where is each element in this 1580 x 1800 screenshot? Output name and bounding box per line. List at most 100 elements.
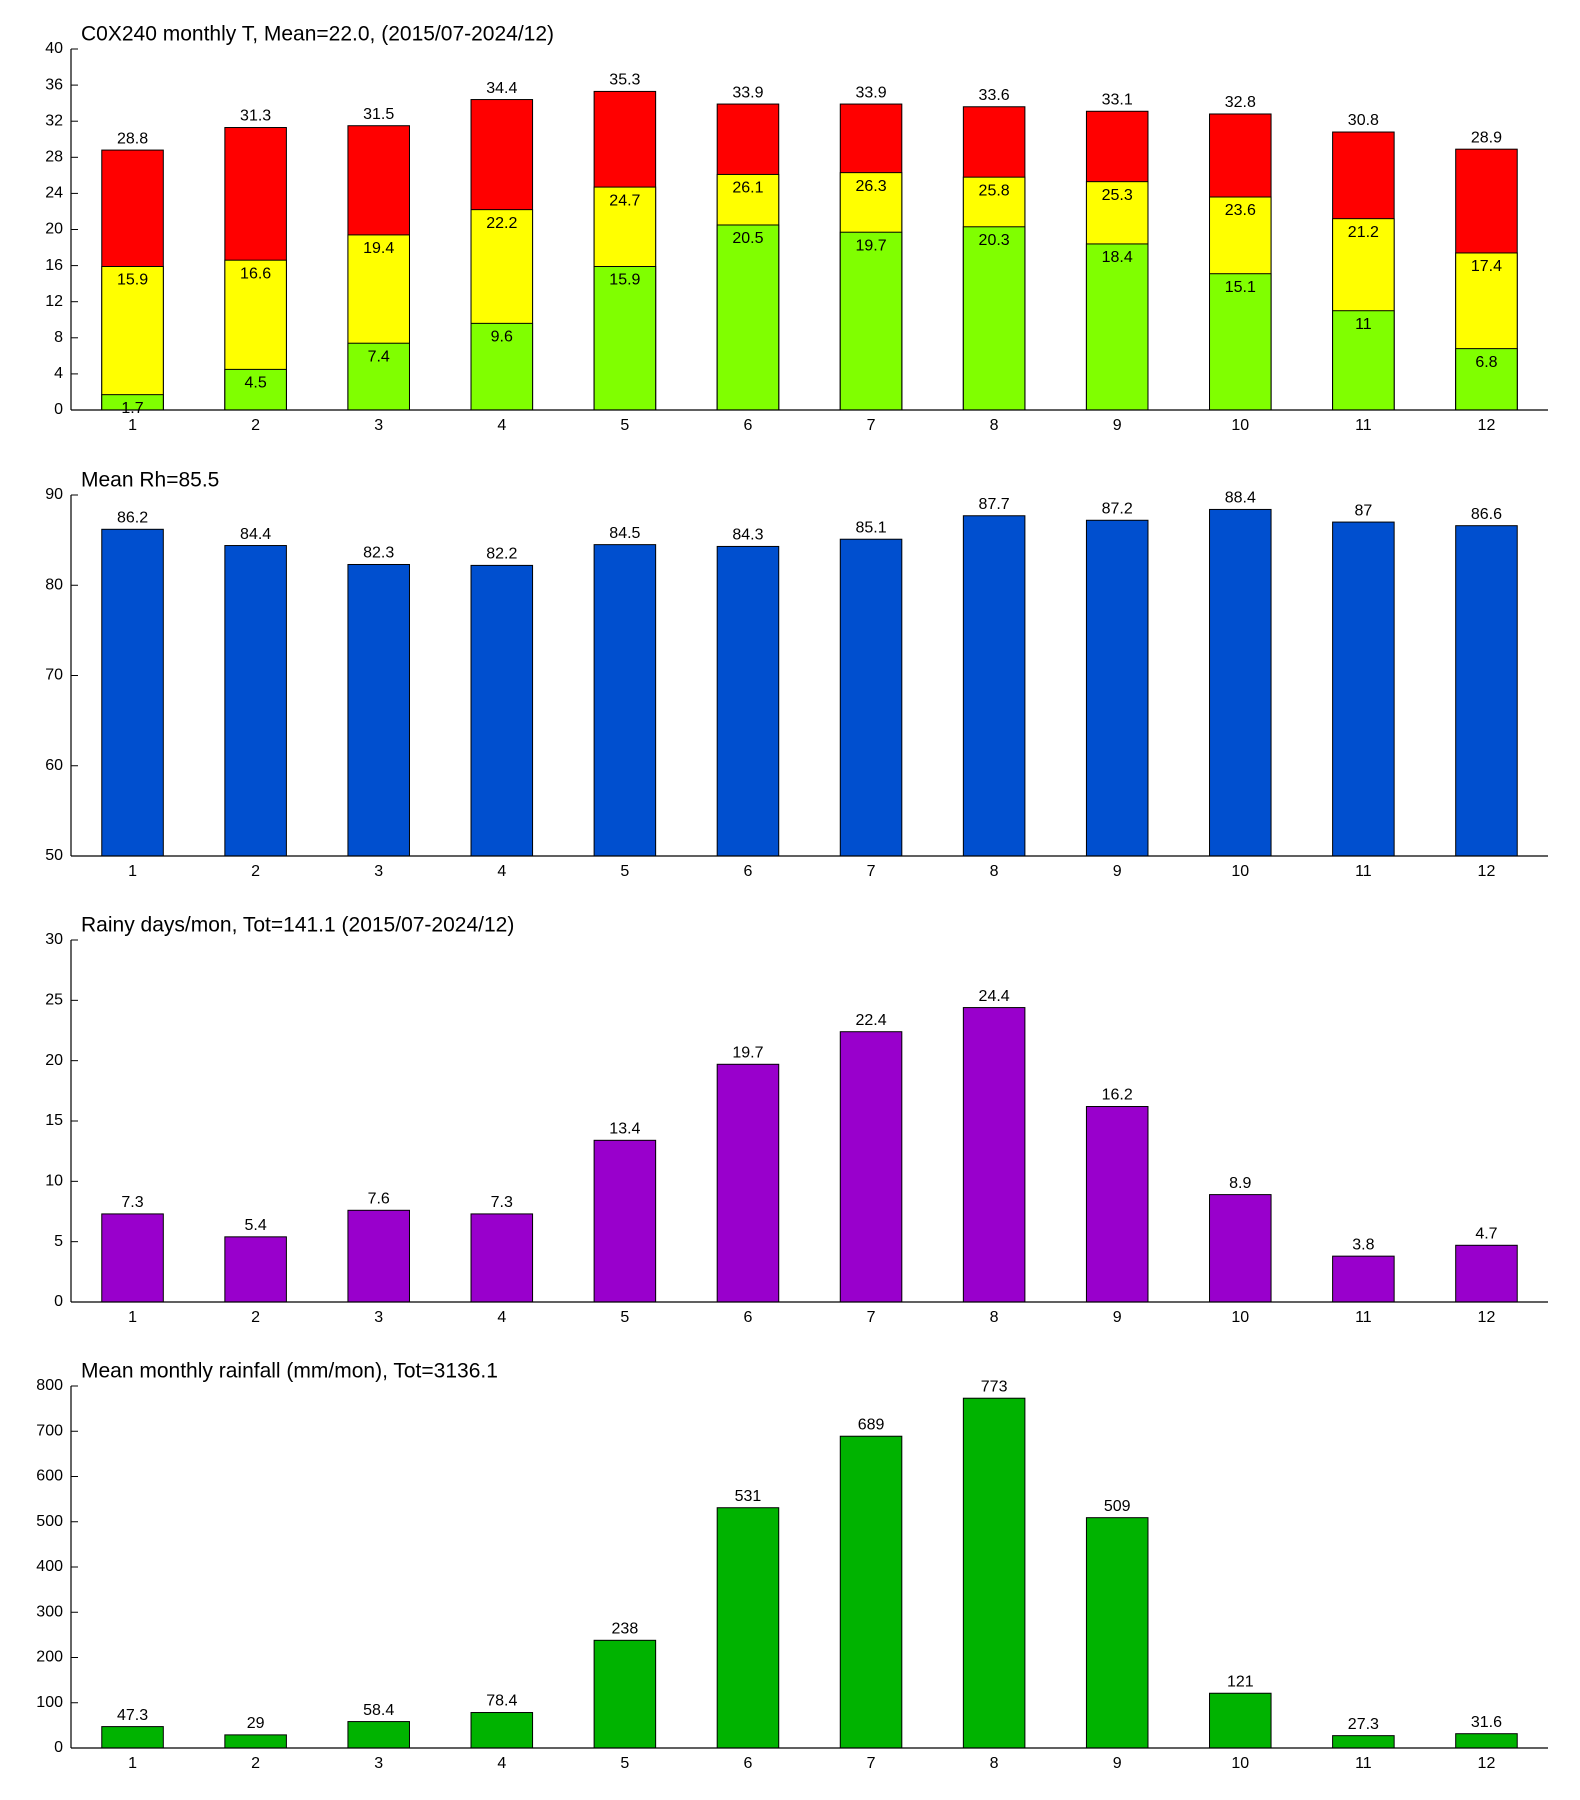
bar <box>1455 1733 1518 1749</box>
value-label: 16.2 <box>1102 1087 1133 1104</box>
value-label: 86.2 <box>117 510 148 527</box>
bar <box>1455 1244 1518 1303</box>
bar <box>1332 1735 1395 1749</box>
value-label: 531 <box>735 1488 762 1505</box>
x-tick-label: 9 <box>1113 863 1122 880</box>
x-tick-label: 8 <box>990 863 999 880</box>
value-label: 22.4 <box>855 1012 886 1029</box>
bar <box>593 1139 657 1303</box>
y-tick-label: 200 <box>36 1649 63 1666</box>
x-tick-label: 5 <box>620 417 629 434</box>
y-tick-label: 100 <box>36 1694 63 1711</box>
bar <box>1209 508 1272 857</box>
x-tick-label: 4 <box>497 863 506 880</box>
bar <box>716 224 780 411</box>
y-tick-label: 15 <box>45 1112 63 1129</box>
bar <box>1209 1692 1272 1749</box>
x-tick-label: 5 <box>620 1755 629 1772</box>
x-tick-label: 4 <box>497 1755 506 1772</box>
value-label: 26.3 <box>855 178 886 195</box>
value-label: 4.5 <box>245 375 267 392</box>
x-tick-label: 1 <box>128 1309 137 1326</box>
value-label: 28.8 <box>117 130 148 147</box>
x-tick-label: 8 <box>990 417 999 434</box>
x-tick-label: 11 <box>1355 1755 1372 1772</box>
y-tick-label: 800 <box>36 1377 63 1394</box>
y-tick-label: 4 <box>54 365 63 382</box>
x-tick-label: 7 <box>867 417 876 434</box>
y-tick-label: 8 <box>54 329 63 346</box>
x-tick-label: 10 <box>1231 417 1249 434</box>
y-tick-label: 25 <box>45 992 63 1009</box>
value-label: 20.3 <box>979 232 1010 249</box>
y-tick-label: 30 <box>45 931 63 948</box>
value-label: 84.3 <box>732 527 763 544</box>
value-label: 33.1 <box>1102 91 1133 108</box>
bar <box>962 226 1026 411</box>
x-tick-label: 10 <box>1231 1755 1249 1772</box>
value-label: 24.7 <box>609 192 640 209</box>
value-label: 31.3 <box>240 108 271 125</box>
x-tick-label: 2 <box>251 1755 260 1772</box>
y-tick-label: 12 <box>45 293 63 310</box>
bar <box>839 1435 903 1749</box>
value-label: 33.6 <box>979 87 1010 104</box>
bar <box>1455 525 1518 857</box>
value-label: 33.9 <box>855 84 886 101</box>
bar <box>101 266 164 411</box>
value-label: 7.3 <box>491 1194 513 1211</box>
value-label: 32.8 <box>1225 94 1256 111</box>
value-label: 3.8 <box>1352 1236 1374 1253</box>
value-label: 31.6 <box>1471 1714 1502 1731</box>
x-tick-label: 5 <box>620 1309 629 1326</box>
bar <box>470 1712 534 1749</box>
bar <box>224 368 287 411</box>
value-label: 87.7 <box>979 496 1010 513</box>
y-tick-label: 70 <box>45 667 63 684</box>
value-label: 22.2 <box>486 215 517 232</box>
value-label: 84.5 <box>609 525 640 542</box>
bar <box>593 266 657 411</box>
chart-title: Mean Rh=85.5 <box>81 469 219 492</box>
x-tick-label: 2 <box>251 863 260 880</box>
bar <box>593 1639 657 1749</box>
chart-title: C0X240 monthly T, Mean=22.0, (2015/07-20… <box>81 23 554 46</box>
y-tick-label: 20 <box>45 221 63 238</box>
x-tick-label: 8 <box>990 1755 999 1772</box>
value-label: 86.6 <box>1471 506 1502 523</box>
value-label: 19.4 <box>363 240 394 257</box>
value-label: 47.3 <box>117 1707 148 1724</box>
x-tick-label: 4 <box>497 1309 506 1326</box>
x-tick-label: 6 <box>744 1309 753 1326</box>
x-tick-label: 3 <box>374 863 383 880</box>
x-tick-label: 2 <box>251 417 260 434</box>
x-tick-label: 10 <box>1231 1309 1249 1326</box>
bar <box>101 1726 164 1749</box>
bar <box>347 342 410 411</box>
value-label: 58.4 <box>363 1702 394 1719</box>
y-tick-label: 700 <box>36 1422 63 1439</box>
y-tick-label: 90 <box>45 486 63 503</box>
value-label: 121 <box>1227 1673 1254 1690</box>
value-label: 87 <box>1354 502 1372 519</box>
y-tick-label: 36 <box>45 76 63 93</box>
bar <box>347 563 410 857</box>
value-label: 19.7 <box>732 1045 763 1062</box>
x-tick-label: 5 <box>620 863 629 880</box>
x-tick-label: 3 <box>374 417 383 434</box>
value-label: 7.4 <box>368 348 390 365</box>
value-label: 25.8 <box>979 182 1010 199</box>
bar <box>1085 519 1149 857</box>
value-label: 7.6 <box>368 1191 390 1208</box>
value-label: 78.4 <box>486 1693 517 1710</box>
bar <box>101 1213 164 1303</box>
bar <box>224 1236 287 1303</box>
value-label: 28.9 <box>1471 129 1502 146</box>
y-tick-label: 80 <box>45 576 63 593</box>
bar <box>1209 273 1272 411</box>
y-tick-label: 300 <box>36 1603 63 1620</box>
x-tick-label: 4 <box>497 417 506 434</box>
bar <box>962 1007 1026 1303</box>
y-tick-label: 28 <box>45 149 63 166</box>
bar <box>1209 1194 1272 1303</box>
